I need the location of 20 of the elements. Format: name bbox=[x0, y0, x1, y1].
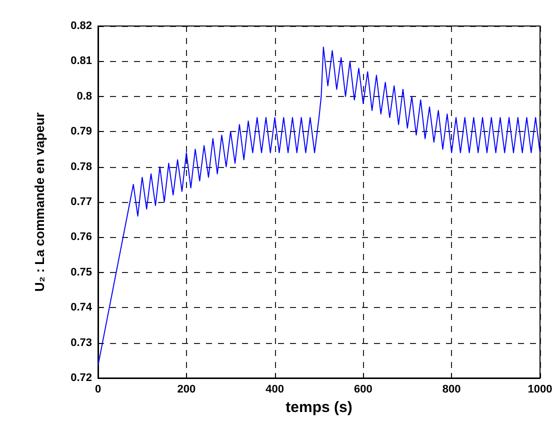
y-tick-label: 0.73 bbox=[70, 336, 92, 349]
y-tick-label: 0.72 bbox=[70, 372, 92, 384]
y-tick-label: 0.78 bbox=[70, 160, 92, 173]
line-series bbox=[98, 46, 540, 366]
y-tick-label: 0.75 bbox=[70, 266, 92, 278]
y-tick-label: 0.76 bbox=[70, 231, 92, 244]
x-tick-label: 200 bbox=[177, 384, 196, 396]
y-tick-label: 0.74 bbox=[70, 302, 93, 314]
y-tick-label: 0.82 bbox=[70, 20, 92, 32]
y-axis-title: U₂ : La commande en vapeur bbox=[32, 112, 47, 292]
x-tick-label: 800 bbox=[442, 384, 461, 396]
x-tick-label: 1000 bbox=[528, 384, 552, 396]
x-tick-label: 600 bbox=[354, 384, 372, 396]
x-tick-label: 0 bbox=[94, 384, 102, 396]
y-tick-label: 0.8 bbox=[76, 90, 92, 102]
x-axis-title: temps (s) bbox=[286, 399, 352, 416]
y-tick-label: 0.81 bbox=[70, 55, 92, 68]
y-tick-label: 0.79 bbox=[70, 126, 92, 138]
y-tick-label: 0.77 bbox=[70, 196, 92, 208]
x-tick-label: 400 bbox=[266, 384, 284, 396]
